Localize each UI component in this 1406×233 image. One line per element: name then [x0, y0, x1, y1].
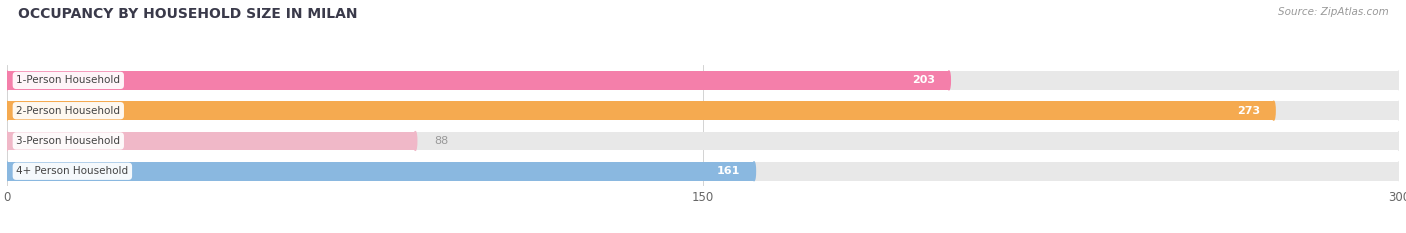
Text: 4+ Person Household: 4+ Person Household [17, 166, 128, 176]
Bar [7, 132, 415, 150]
Circle shape [1272, 101, 1275, 120]
Circle shape [948, 71, 950, 90]
Bar [7, 162, 754, 181]
Circle shape [6, 162, 8, 181]
Bar [7, 101, 1399, 120]
Circle shape [6, 101, 8, 120]
Bar [7, 162, 1399, 181]
Text: 273: 273 [1237, 106, 1260, 116]
Text: 161: 161 [717, 166, 740, 176]
Circle shape [6, 162, 8, 181]
Text: Source: ZipAtlas.com: Source: ZipAtlas.com [1278, 7, 1389, 17]
Text: 88: 88 [434, 136, 449, 146]
Text: 203: 203 [912, 75, 935, 85]
Bar [7, 71, 949, 90]
Circle shape [1398, 71, 1400, 90]
Circle shape [752, 162, 755, 181]
Circle shape [6, 132, 8, 150]
Circle shape [6, 71, 8, 90]
Bar [7, 132, 1399, 150]
Circle shape [1398, 101, 1400, 120]
Circle shape [6, 101, 8, 120]
Text: OCCUPANCY BY HOUSEHOLD SIZE IN MILAN: OCCUPANCY BY HOUSEHOLD SIZE IN MILAN [18, 7, 357, 21]
Bar [7, 71, 1399, 90]
Circle shape [6, 132, 8, 150]
Circle shape [1398, 132, 1400, 150]
Text: 3-Person Household: 3-Person Household [17, 136, 121, 146]
Circle shape [6, 71, 8, 90]
Circle shape [1398, 162, 1400, 181]
Text: 1-Person Household: 1-Person Household [17, 75, 121, 85]
Bar [7, 101, 1274, 120]
Circle shape [413, 132, 416, 150]
Text: 2-Person Household: 2-Person Household [17, 106, 121, 116]
